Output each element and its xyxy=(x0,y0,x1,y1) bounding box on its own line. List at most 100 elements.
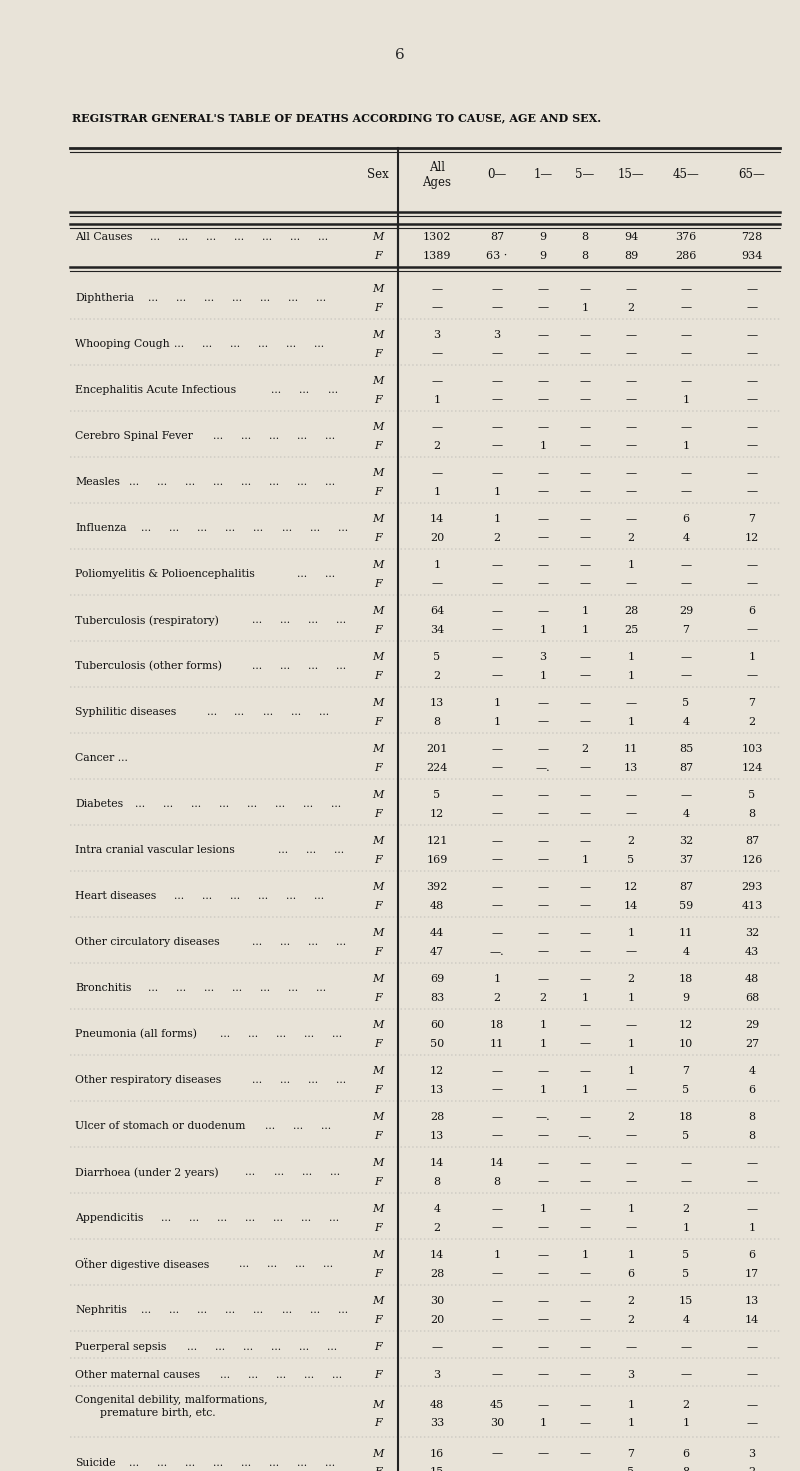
Text: ...: ... xyxy=(318,232,328,243)
Text: —: — xyxy=(538,468,549,478)
Text: 2: 2 xyxy=(749,716,755,727)
Text: 1: 1 xyxy=(627,1418,634,1428)
Text: 9: 9 xyxy=(682,993,690,1003)
Text: —: — xyxy=(491,578,502,588)
Text: 286: 286 xyxy=(675,250,697,260)
Text: 18: 18 xyxy=(679,1112,693,1122)
Text: —: — xyxy=(431,284,442,294)
Text: 3: 3 xyxy=(539,652,546,662)
Text: ...: ... xyxy=(170,1305,180,1315)
Text: —: — xyxy=(626,1222,637,1233)
Text: Other maternal causes: Other maternal causes xyxy=(75,1370,200,1380)
Text: 87: 87 xyxy=(679,762,693,772)
Text: —: — xyxy=(491,1467,502,1471)
Text: —: — xyxy=(681,1158,691,1168)
Text: Oẗher digestive diseases: Oẗher digestive diseases xyxy=(75,1258,210,1271)
Text: 1: 1 xyxy=(627,928,634,938)
Text: —: — xyxy=(491,1222,502,1233)
Text: ...: ... xyxy=(252,1075,262,1086)
Text: —: — xyxy=(538,928,549,938)
Text: 37: 37 xyxy=(679,855,693,865)
Text: ...: ... xyxy=(161,1214,171,1224)
Text: 28: 28 xyxy=(624,606,638,616)
Text: 121: 121 xyxy=(426,836,448,846)
Text: 2: 2 xyxy=(682,1400,690,1409)
Text: 3: 3 xyxy=(434,1370,441,1380)
Text: 169: 169 xyxy=(426,855,448,865)
Text: 30: 30 xyxy=(490,1418,504,1428)
Text: 1: 1 xyxy=(494,513,501,524)
Text: —: — xyxy=(579,487,590,497)
Text: 2: 2 xyxy=(494,993,501,1003)
Text: F: F xyxy=(374,487,382,497)
Text: 8: 8 xyxy=(434,716,441,727)
Text: —: — xyxy=(681,790,691,800)
Text: 43: 43 xyxy=(745,946,759,956)
Text: —: — xyxy=(538,836,549,846)
Text: M: M xyxy=(372,790,384,800)
Text: 1: 1 xyxy=(582,1084,589,1094)
Text: —: — xyxy=(579,349,590,359)
Text: ...: ... xyxy=(206,708,217,718)
Text: —: — xyxy=(491,1205,502,1214)
Text: ...: ... xyxy=(198,1305,208,1315)
Text: 29: 29 xyxy=(745,1019,759,1030)
Text: 60: 60 xyxy=(430,1019,444,1030)
Text: ...: ... xyxy=(331,799,341,809)
Text: ...: ... xyxy=(202,891,212,902)
Text: 69: 69 xyxy=(430,974,444,984)
Text: F: F xyxy=(374,1084,382,1094)
Text: ...: ... xyxy=(247,799,257,809)
Text: 5: 5 xyxy=(434,790,441,800)
Text: 14: 14 xyxy=(624,900,638,911)
Text: —: — xyxy=(538,1315,549,1324)
Text: —: — xyxy=(746,303,758,312)
Text: Bronchitis: Bronchitis xyxy=(75,983,131,993)
Text: 1: 1 xyxy=(627,993,634,1003)
Text: 1: 1 xyxy=(434,560,441,571)
Text: 413: 413 xyxy=(742,900,762,911)
Text: 48: 48 xyxy=(430,1400,444,1409)
Text: ...: ... xyxy=(213,431,223,441)
Text: —: — xyxy=(538,394,549,405)
Text: F: F xyxy=(374,809,382,818)
Text: 6: 6 xyxy=(682,513,690,524)
Text: ...: ... xyxy=(331,1030,342,1040)
Text: —: — xyxy=(626,699,637,708)
Text: —: — xyxy=(579,284,590,294)
Text: —: — xyxy=(579,1158,590,1168)
Text: ...: ... xyxy=(316,983,326,993)
Text: F: F xyxy=(374,993,382,1003)
Text: 1: 1 xyxy=(627,716,634,727)
Text: ...: ... xyxy=(273,1214,283,1224)
Text: —: — xyxy=(579,533,590,543)
Text: —: — xyxy=(538,974,549,984)
Text: ...: ... xyxy=(252,662,262,671)
Text: ...: ... xyxy=(219,799,229,809)
Text: 3: 3 xyxy=(749,1449,755,1459)
Text: —: — xyxy=(491,1315,502,1324)
Text: ...: ... xyxy=(275,799,285,809)
Text: 47: 47 xyxy=(430,946,444,956)
Text: Intra cranial vascular lesions: Intra cranial vascular lesions xyxy=(75,846,234,855)
Text: F: F xyxy=(374,1131,382,1140)
Text: —: — xyxy=(431,578,442,588)
Text: 1: 1 xyxy=(627,1250,634,1261)
Text: 29: 29 xyxy=(679,606,693,616)
Text: 9: 9 xyxy=(539,232,546,243)
Text: —: — xyxy=(746,377,758,385)
Text: ...: ... xyxy=(219,1030,230,1040)
Text: 1: 1 xyxy=(627,560,634,571)
Text: M: M xyxy=(372,330,384,340)
Text: ...: ... xyxy=(290,232,300,243)
Text: —: — xyxy=(579,790,590,800)
Text: F: F xyxy=(374,625,382,634)
Text: 32: 32 xyxy=(679,836,693,846)
Text: ...: ... xyxy=(278,846,288,855)
Text: ...: ... xyxy=(269,477,278,487)
Text: —: — xyxy=(538,1296,549,1306)
Text: 30: 30 xyxy=(430,1296,444,1306)
Text: 10: 10 xyxy=(679,1039,693,1049)
Text: F: F xyxy=(374,855,382,865)
Text: ...: ... xyxy=(142,524,152,534)
